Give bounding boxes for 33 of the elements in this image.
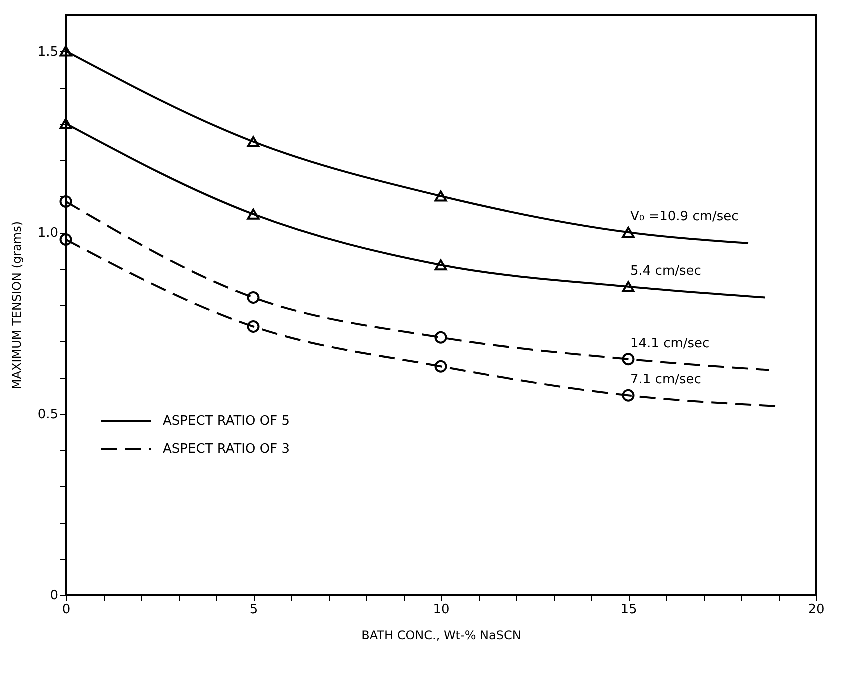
point <box>434 360 448 373</box>
x-tick-label: 5 <box>250 602 258 618</box>
point <box>247 208 260 220</box>
legend-label: ASPECT RATIO OF 3 <box>163 442 290 457</box>
legend-label: ASPECT RATIO OF 5 <box>163 414 290 429</box>
annotation: 5.4 cm/sec <box>630 264 702 279</box>
point <box>60 46 72 57</box>
x-tick-label: 20 <box>808 602 825 618</box>
y-axis-title: MAXIMUM TENSION (grams) <box>10 221 24 390</box>
y-tick-label: 0 <box>50 588 58 604</box>
y-tick-label: 1.0 <box>38 226 58 241</box>
point <box>60 118 72 130</box>
y-tick-label: 1.5 <box>38 44 58 60</box>
x-tick-label: 15 <box>620 602 638 618</box>
point <box>247 320 260 333</box>
point <box>434 190 448 202</box>
point <box>60 234 72 246</box>
point <box>247 136 260 148</box>
point <box>622 389 635 402</box>
annotation: 7.1 cm/sec <box>630 372 702 388</box>
point <box>60 195 72 208</box>
x-tick-label: 10 <box>433 602 450 618</box>
point <box>434 260 448 271</box>
y-tick-label: 0.5 <box>38 407 58 422</box>
x-tick-label: 0 <box>62 602 71 618</box>
x-axis-title: BATH CONC., Wt-% NaSCN <box>362 628 522 642</box>
point <box>622 353 635 366</box>
annotation: 14.1 cm/sec <box>630 336 710 352</box>
point <box>622 281 635 292</box>
point <box>622 226 635 238</box>
annotation: V₀ =10.9 cm/sec <box>630 210 739 224</box>
point <box>247 292 260 304</box>
point <box>434 331 448 344</box>
